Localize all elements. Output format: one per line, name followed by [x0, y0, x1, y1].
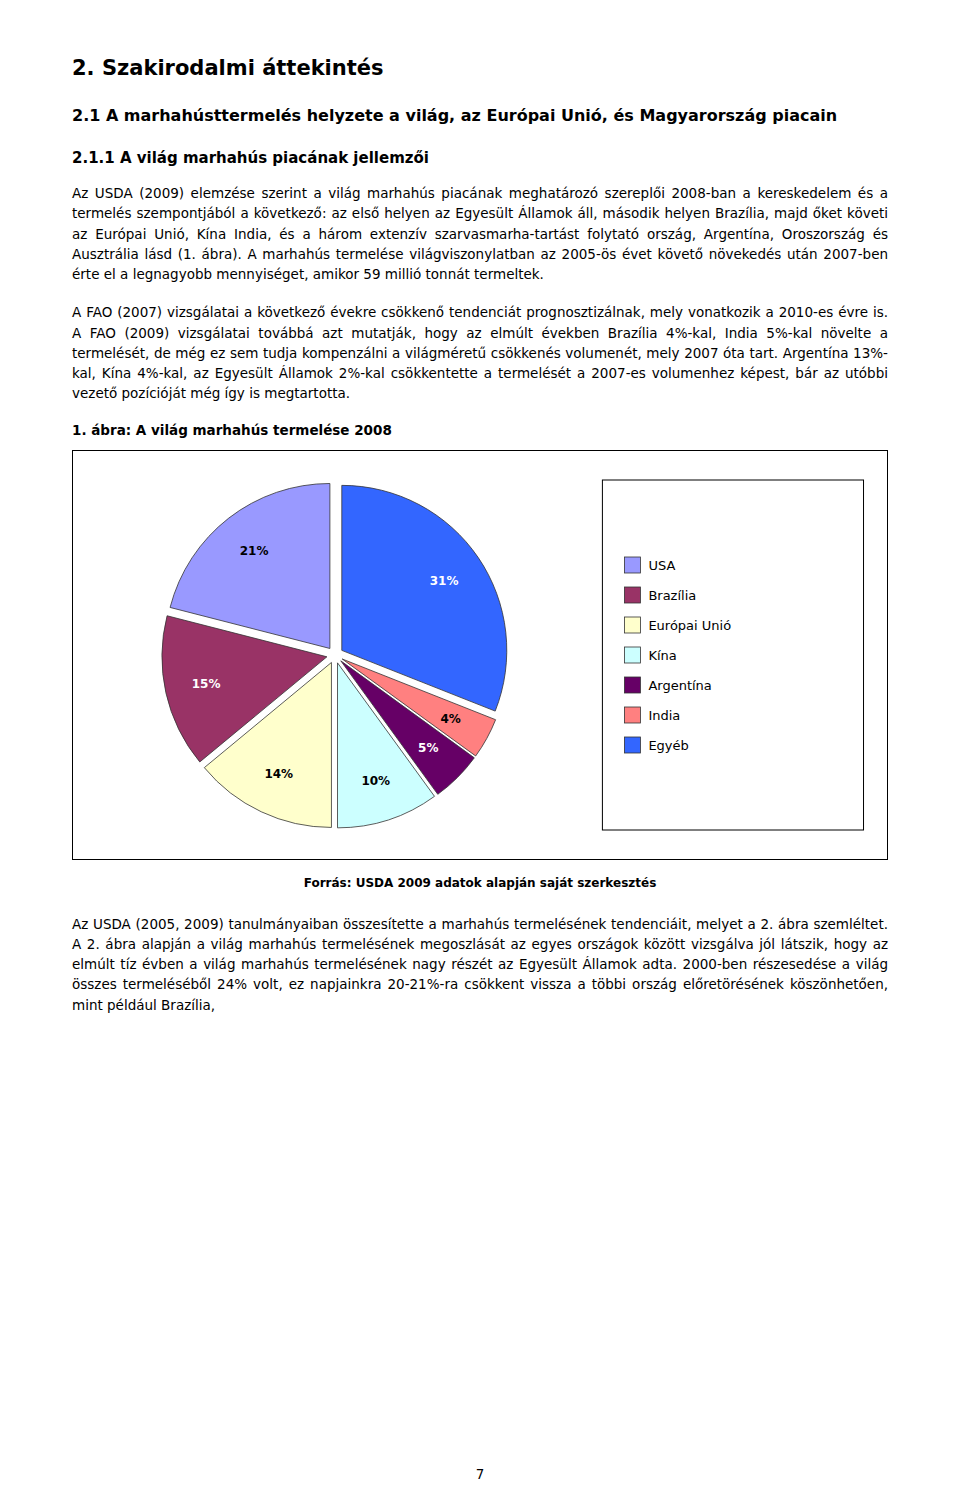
data-label: 4% [440, 711, 460, 725]
legend-label: Kína [648, 647, 676, 662]
legend-swatch [624, 557, 640, 573]
legend-label: USA [648, 557, 675, 572]
footer-text: Az USDA (2005, 2009) tanulmányaiban össz… [72, 914, 888, 1015]
pie [162, 483, 507, 827]
page-number: 7 [0, 1466, 960, 1482]
page: 2. Szakirodalmi áttekintés 2.1 A marhahús… [72, 56, 888, 1033]
legend-label: India [648, 707, 680, 722]
legend-frame [602, 480, 863, 830]
subsection-title: 2.1.1 A világ marhahús piacának jellemző… [72, 149, 888, 167]
data-label: 31% [430, 573, 459, 587]
legend-label: Brazília [648, 587, 696, 602]
data-label: 15% [192, 676, 221, 690]
body-text: Az USDA (2009) elemzése szerint a világ … [72, 183, 888, 284]
data-label: 21% [240, 543, 269, 557]
legend: USA Brazília Európai Unió Kína Argentína Indi… [602, 480, 863, 830]
data-label: 10% [361, 773, 390, 787]
legend-swatch [624, 737, 640, 753]
pie-slice [342, 485, 507, 711]
legend-swatch [624, 617, 640, 633]
chart-title: 1. ábra: A világ marhahús termelése 2008 [72, 422, 888, 438]
data-label: 14% [264, 767, 293, 781]
legend-label: Egyéb [648, 737, 688, 752]
page-title: 2. Szakirodalmi áttekintés [72, 56, 888, 80]
body-text: A FAO (2007) vizsgálatai a következő éve… [72, 302, 888, 403]
legend-swatch [624, 587, 640, 603]
legend-label: Argentína [648, 677, 711, 692]
chart-frame [73, 450, 888, 859]
pie-slice [204, 662, 331, 827]
data-label: 5% [418, 741, 438, 755]
legend-label: Európai Unió [648, 617, 731, 632]
legend-swatch [624, 647, 640, 663]
source-text: Forrás: USDA 2009 adatok alapján saját s… [72, 876, 888, 890]
legend-swatch [624, 677, 640, 693]
chart: 21% 15% 14% 10% 5% 4% 31% USA Brazília Európai Un… [72, 450, 888, 860]
section-title: 2.1 A marhahústtermelés helyzete a világ… [72, 106, 888, 125]
legend-swatch [624, 707, 640, 723]
